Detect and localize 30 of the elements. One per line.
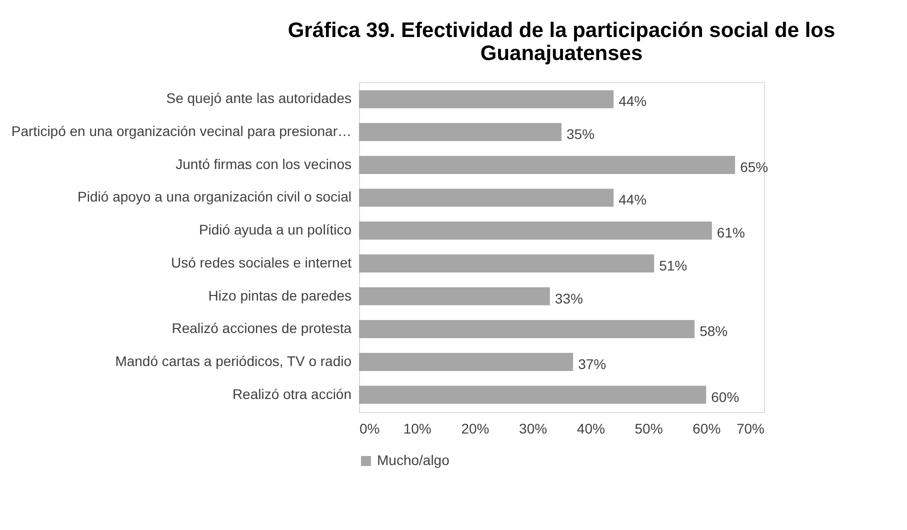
y-tick-label: Juntó firmas con los vecinos — [176, 156, 352, 172]
data-label: 58% — [700, 323, 728, 340]
y-tick-label: Usó redes sociales e internet — [170, 254, 352, 270]
data-label: 65% — [740, 158, 768, 175]
data-label: 44% — [618, 192, 647, 208]
y-tick-label: Pidió ayuda a un político — [198, 222, 352, 238]
y-tick-label: Pidió apoyo a una organización civil o social — [78, 188, 352, 205]
data-label: 35% — [566, 126, 595, 142]
chart-title: Gráfica 39. Efectividad de la participación social de los Guanajuatenses — [288, 19, 836, 65]
data-label: 61% — [716, 224, 745, 241]
x-tick-label: 20% — [461, 420, 490, 436]
data-label: 37% — [578, 356, 606, 372]
x-tick-label: 40% — [576, 420, 605, 436]
data-label: 51% — [659, 257, 688, 274]
x-tick-label: 50% — [634, 420, 663, 436]
y-tick-label: Realizó acciones de protesta — [172, 320, 352, 336]
data-label: 44% — [618, 93, 647, 110]
y-tick-label: Mandó cartas a periódicos, TV o radio — [115, 352, 352, 369]
y-tick-label: Se quejó ante las autoridades — [166, 90, 352, 106]
y-tick-label: Hizo pintas de paredes — [208, 287, 352, 304]
data-label: 33% — [554, 290, 583, 306]
x-tick-label: 60% — [692, 420, 721, 436]
data-label: 60% — [711, 388, 740, 405]
x-tick-label: 10% — [403, 420, 432, 436]
y-tick-label: Participó en una organización vecinal para presionar… — [11, 123, 352, 140]
y-tick-label: Realizó otra acción — [232, 386, 352, 402]
x-tick-label: 70% — [736, 420, 764, 436]
legend-label: Mucho/algo — [377, 452, 450, 468]
x-tick-label: 0% — [360, 420, 380, 436]
x-tick-label: 30% — [519, 420, 548, 436]
